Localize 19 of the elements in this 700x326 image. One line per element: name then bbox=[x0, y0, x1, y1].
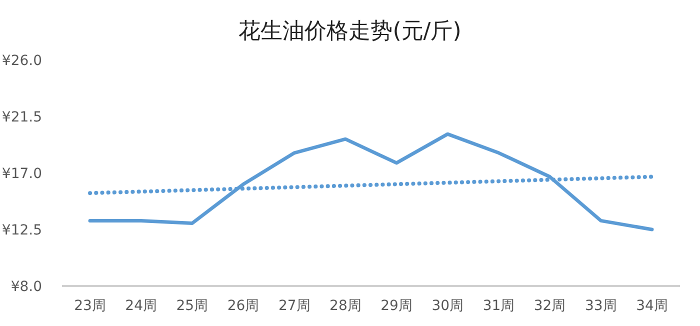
y-tick-label: ¥21.5 bbox=[2, 109, 42, 126]
x-tick-label: 34周 bbox=[636, 298, 668, 314]
y-tick-label: ¥17.0 bbox=[2, 166, 42, 182]
line-series bbox=[88, 132, 654, 232]
x-tick-label: 32周 bbox=[534, 298, 566, 314]
y-tick-label: ¥12.5 bbox=[2, 222, 42, 238]
x-tick-label: 25周 bbox=[176, 298, 208, 314]
x-tick-label: 31周 bbox=[482, 298, 515, 314]
x-tick-label: 24周 bbox=[125, 298, 158, 314]
x-tick-label: 30周 bbox=[432, 298, 464, 314]
y-tick-label: ¥26.0 bbox=[2, 52, 42, 69]
chart-title: 花生油价格走势(元/斤) bbox=[238, 19, 462, 44]
x-tick-label: 33周 bbox=[584, 298, 617, 314]
x-tick-label: 29周 bbox=[380, 298, 412, 314]
y-tick-label: ¥8.0 bbox=[10, 278, 42, 295]
x-tick-label: 26周 bbox=[227, 298, 260, 314]
x-tick-label: 23周 bbox=[74, 298, 106, 314]
x-tick-label: 28周 bbox=[330, 298, 362, 314]
x-tick-label: 27周 bbox=[278, 298, 310, 314]
